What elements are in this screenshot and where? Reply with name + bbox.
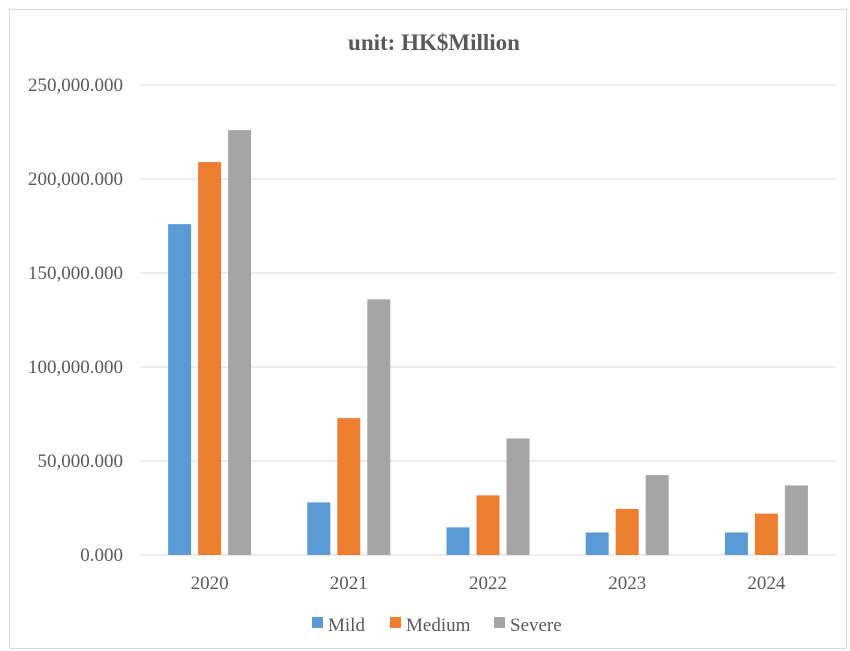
- y-tick-label: 100,000.000: [28, 357, 123, 378]
- bar-mild-2020: [168, 224, 192, 555]
- bar-severe-2020: [228, 130, 252, 555]
- bar-mild-2021: [307, 502, 331, 555]
- x-tick-label: 2024: [747, 573, 786, 594]
- legend-swatch-severe: [494, 617, 505, 628]
- bar-severe-2023: [645, 475, 669, 555]
- legend-label: Severe: [510, 615, 562, 636]
- x-tick-label: 2021: [330, 573, 368, 594]
- x-tick-label: 2022: [469, 573, 507, 594]
- y-tick-label: 250,000.000: [28, 75, 123, 96]
- legend-label: Mild: [328, 615, 365, 636]
- bar-mild-2023: [585, 532, 609, 555]
- bars: [168, 130, 808, 555]
- legend: Mild Medium Severe: [312, 615, 562, 636]
- gridlines: [140, 84, 836, 556]
- bar-medium-2023: [615, 508, 639, 555]
- legend-label: Medium: [406, 615, 471, 636]
- bar-medium-2022: [476, 495, 500, 555]
- bar-severe-2022: [506, 438, 530, 555]
- bar-medium-2020: [198, 162, 222, 555]
- bar-medium-2021: [337, 418, 361, 555]
- y-axis-ticks: 0.000 50,000.000 100,000.000 150,000.000 200…: [28, 75, 123, 566]
- chart-title: unit: HK$Million: [348, 30, 520, 55]
- x-tick-label: 2020: [191, 573, 229, 594]
- y-tick-label: 200,000.000: [28, 169, 123, 190]
- y-tick-label: 150,000.000: [28, 263, 123, 284]
- y-tick-label: 0.000: [80, 545, 123, 566]
- bar-mild-2024: [724, 532, 748, 555]
- x-tick-label: 2023: [608, 573, 646, 594]
- legend-swatch-mild: [312, 617, 323, 628]
- bar-severe-2024: [784, 485, 808, 555]
- bar-medium-2024: [754, 513, 778, 555]
- bar-severe-2021: [367, 299, 391, 555]
- chart-frame: [9, 9, 847, 649]
- legend-swatch-medium: [390, 617, 401, 628]
- y-tick-label: 50,000.000: [38, 451, 124, 472]
- x-axis-ticks: 2020 2021 2022 2023 2024: [191, 573, 786, 594]
- bar-mild-2022: [446, 527, 470, 555]
